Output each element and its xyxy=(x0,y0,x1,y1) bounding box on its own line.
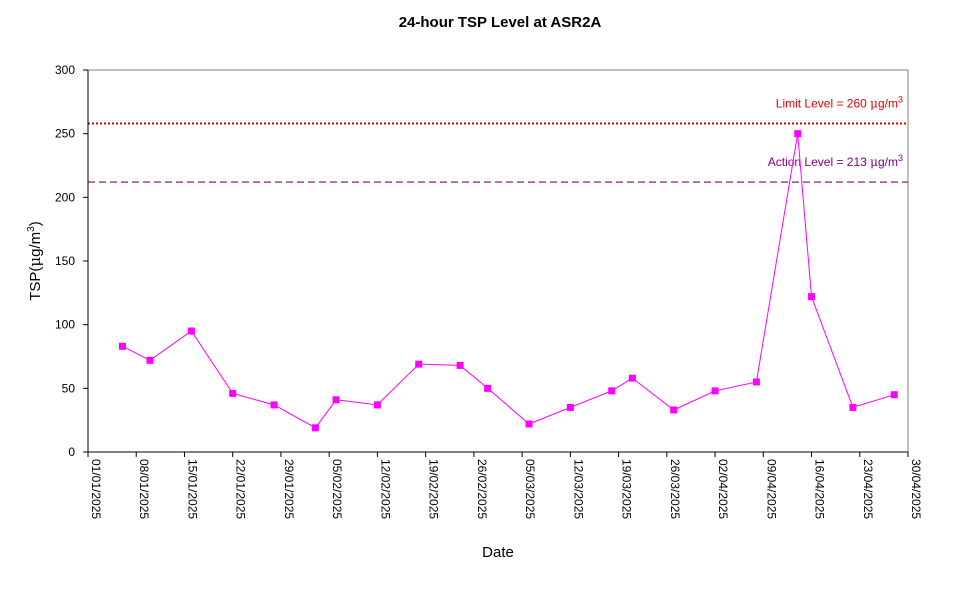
y-tick-label: 250 xyxy=(55,127,75,141)
data-point-marker xyxy=(670,406,678,414)
y-tick-label: 0 xyxy=(68,445,75,459)
y-axis-label-sup: 3 xyxy=(26,226,37,232)
y-axis: 0 50 100 150 200 250 300 xyxy=(55,63,89,459)
chart-title: 24-hour TSP Level at ASR2A xyxy=(399,14,602,31)
limit-level-label: Limit Level = 260 μg/m3 xyxy=(776,94,903,110)
data-point-marker xyxy=(415,360,423,368)
x-tick-label: 09/04/2025 xyxy=(764,459,778,519)
data-point-marker xyxy=(849,403,857,411)
series-line xyxy=(122,133,895,429)
x-tick-label: 05/03/2025 xyxy=(523,459,537,519)
y-axis-label: TSP(μg/m3) xyxy=(26,221,44,301)
y-axis-label-main: TSP( xyxy=(27,267,44,301)
y-tick-label: 150 xyxy=(55,254,75,268)
data-point-marker xyxy=(456,361,464,369)
reference-lines: Limit Level = 260 μg/m3 Action Level = 21… xyxy=(88,94,908,183)
data-point-marker xyxy=(711,387,719,395)
data-point-marker xyxy=(229,389,237,397)
x-tick-label: 26/02/2025 xyxy=(475,459,489,519)
x-tick-label: 02/04/2025 xyxy=(716,459,730,519)
data-point-marker xyxy=(332,396,340,404)
x-tick-label: 19/03/2025 xyxy=(620,459,634,519)
data-point-marker xyxy=(146,356,154,364)
x-tick-label: 12/02/2025 xyxy=(378,459,392,519)
y-axis-label-close: ) xyxy=(27,221,44,226)
data-point-marker xyxy=(187,327,195,335)
data-point-marker xyxy=(118,342,126,350)
data-point-marker xyxy=(311,424,319,432)
action-level-label: Action Level = 213 μg/m3 xyxy=(768,153,903,169)
y-tick-label: 100 xyxy=(55,318,75,332)
y-tick-label: 300 xyxy=(55,63,75,77)
x-tick-label: 19/02/2025 xyxy=(427,459,441,519)
x-tick-label: 23/04/2025 xyxy=(861,459,875,519)
x-tick-label: 15/01/2025 xyxy=(185,459,199,519)
y-tick-label: 50 xyxy=(62,381,76,395)
data-point-marker xyxy=(808,293,816,301)
data-point-marker xyxy=(566,403,574,411)
data-point-marker xyxy=(525,420,533,428)
data-point-marker xyxy=(608,387,616,395)
x-axis-label: Date xyxy=(482,544,514,561)
data-point-marker xyxy=(484,384,492,392)
y-axis-label-unit: g/m xyxy=(27,232,44,257)
x-tick-label: 16/04/2025 xyxy=(813,459,827,519)
y-tick-label: 200 xyxy=(55,190,75,204)
x-tick-label: 08/01/2025 xyxy=(137,459,151,519)
x-tick-label: 05/02/2025 xyxy=(330,459,344,519)
data-point-marker xyxy=(628,374,636,382)
x-tick-label: 01/01/2025 xyxy=(89,459,103,519)
plot-area-frame xyxy=(87,69,909,453)
data-point-marker xyxy=(270,401,278,409)
series-tsp xyxy=(118,130,898,432)
x-tick-label: 22/01/2025 xyxy=(234,459,248,519)
data-point-marker xyxy=(752,378,760,386)
x-tick-label: 12/03/2025 xyxy=(571,459,585,519)
x-tick-label: 30/04/2025 xyxy=(909,459,923,519)
x-tick-label: 26/03/2025 xyxy=(668,459,682,519)
y-axis-label-mu: μ xyxy=(26,257,44,267)
data-point-marker xyxy=(373,401,381,409)
x-axis: 01/01/2025 08/01/2025 15/01/2025 22/01/2025… xyxy=(87,451,923,519)
data-point-marker xyxy=(890,391,898,399)
x-tick-label: 29/01/2025 xyxy=(282,459,296,519)
data-point-marker xyxy=(794,130,802,138)
